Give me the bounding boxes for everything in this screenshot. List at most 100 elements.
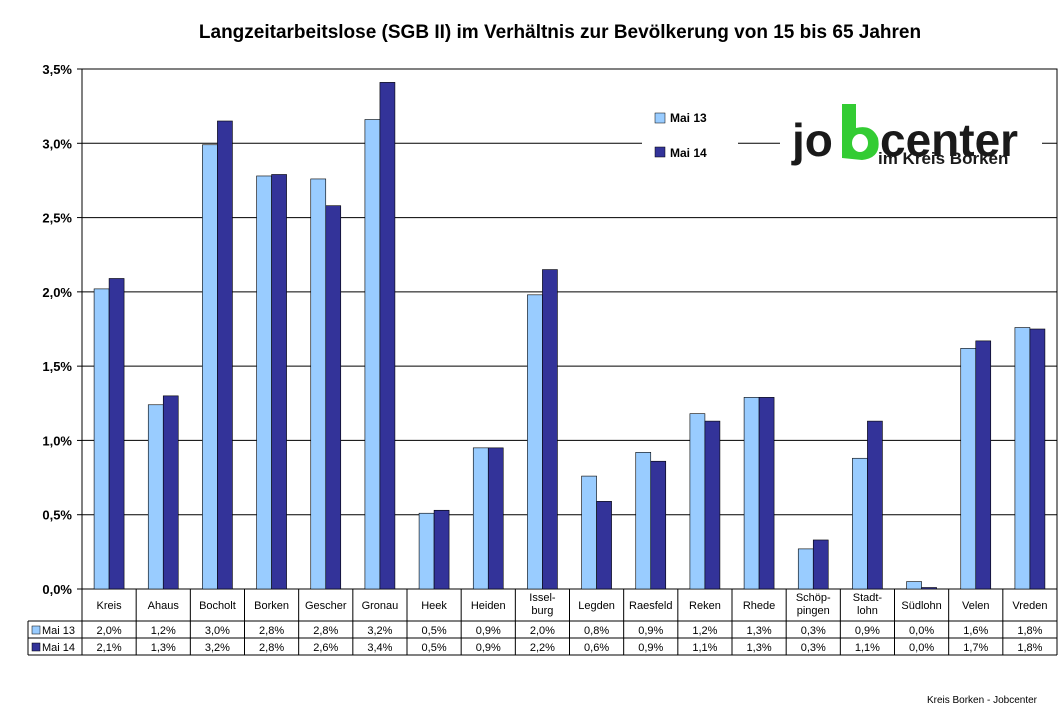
data-label: 1,1% [692, 642, 717, 654]
legend-swatch-mai13 [654, 112, 666, 124]
table-legend-swatch [31, 642, 41, 652]
bar-mai-14 [975, 340, 992, 590]
data-label: 0,0% [909, 642, 934, 654]
x-tick-label: Issel- [529, 592, 556, 604]
data-label: 1,6% [963, 625, 988, 637]
bar-mai-14 [1029, 328, 1046, 590]
data-label: 0,6% [584, 642, 609, 654]
bar-mai-14 [921, 587, 937, 590]
bar-mai-13 [581, 475, 597, 590]
table-series-label: Mai 14 [42, 642, 75, 654]
bar-mai-13 [689, 413, 706, 590]
data-label: 0,9% [638, 642, 663, 654]
bar-mai-14 [325, 205, 342, 590]
data-label: 0,3% [801, 625, 826, 637]
x-tick-label: pingen [797, 605, 830, 617]
bar-mai-13 [310, 178, 327, 590]
data-label: 3,4% [367, 642, 392, 654]
x-tick-label: Ahaus [148, 600, 180, 612]
data-label: 1,2% [151, 625, 176, 637]
x-tick-label: Reken [689, 600, 721, 612]
bar-mai-14 [812, 539, 829, 590]
bar-mai-13 [147, 404, 164, 590]
bar-mai-13 [256, 175, 272, 590]
bar-mai-14 [217, 120, 233, 590]
data-label: 1,7% [963, 642, 988, 654]
data-label: 3,2% [367, 625, 392, 637]
jobcenter-logo: jo center im Kreis Borken [780, 100, 1042, 190]
data-label: 0,8% [584, 625, 609, 637]
bar-mai-14 [596, 501, 612, 590]
x-tick-label: Heiden [471, 600, 506, 612]
bar-mai-14 [487, 447, 504, 590]
chart-title: Langzeitarbeitslose (SGB II) im Verhältn… [199, 22, 921, 43]
x-tick-label: Velen [962, 600, 990, 612]
data-label: 2,8% [259, 625, 284, 637]
x-tick-label: Bocholt [199, 600, 236, 612]
bar-mai-13 [364, 119, 381, 590]
legend-swatch-mai14 [654, 146, 666, 158]
bar-mai-13 [472, 447, 489, 590]
bar-mai-14 [433, 509, 450, 590]
x-tick-label: Gescher [305, 600, 347, 612]
y-axis: 0,0% 0,5% 1,0% 1,5% 2,0% 2,5% 3,0% 3,5% [42, 62, 82, 597]
data-label: 3,0% [205, 625, 230, 637]
x-tick-label: Raesfeld [629, 600, 672, 612]
bar-mai-13 [93, 288, 110, 590]
table-legend-swatch [31, 625, 41, 635]
y-tick-label: 2,0% [42, 285, 72, 300]
x-tick-label: lohn [857, 605, 878, 617]
data-table: Kreis Ahaus Bocholt Borken Gescher Gronau Heek… [27, 589, 1058, 656]
data-label: 2,8% [313, 625, 338, 637]
y-tick-label: 3,5% [42, 62, 72, 77]
x-tick-label: Kreis [97, 600, 123, 612]
bars [93, 82, 1046, 590]
logo-subtitle: im Kreis Borken [878, 149, 1008, 168]
bar-mai-14 [162, 395, 179, 590]
bar-mai-14 [867, 420, 883, 590]
x-tick-label: Schöp- [796, 592, 831, 604]
bar-mai-13 [743, 397, 760, 590]
data-label: 1,1% [855, 642, 880, 654]
bar-mai-14 [271, 174, 287, 590]
data-label: 0,5% [422, 642, 447, 654]
data-label: 1,2% [692, 625, 717, 637]
data-label: 2,1% [97, 642, 122, 654]
logo-b-icon [842, 104, 879, 160]
bar-mai-14 [542, 269, 558, 590]
bar-mai-13 [202, 144, 218, 590]
bar-mai-13 [797, 548, 814, 590]
bar-mai-14 [758, 397, 775, 590]
y-tick-label: 1,5% [42, 359, 72, 374]
data-label: 0,9% [855, 625, 880, 637]
data-label: 0,9% [476, 625, 501, 637]
data-label: 0,5% [422, 625, 447, 637]
data-label: 2,6% [313, 642, 338, 654]
logo-background [780, 100, 1042, 190]
x-tick-label: Legden [578, 600, 615, 612]
bar-mai-13 [906, 581, 922, 590]
bar-mai-13 [418, 512, 435, 590]
bar-mai-14 [108, 278, 125, 590]
data-label: 1,3% [151, 642, 176, 654]
data-label: 2,2% [530, 642, 555, 654]
x-tick-label: Südlohn [901, 600, 941, 612]
y-tick-label: 0,5% [42, 508, 72, 523]
data-label: 1,3% [747, 625, 772, 637]
x-tick-label: Rhede [743, 600, 775, 612]
data-label: 0,3% [801, 642, 826, 654]
logo-text-left: jo [791, 114, 833, 166]
y-tick-label: 3,0% [42, 136, 72, 151]
x-tick-label: Borken [254, 600, 289, 612]
footer-credit: Kreis Borken - Jobcenter [927, 695, 1038, 706]
bar-mai-13 [635, 452, 652, 590]
x-tick-label: Stadt- [853, 592, 883, 604]
x-tick-label: Gronau [362, 600, 399, 612]
bar-mai-14 [704, 420, 721, 590]
legend: Mai 13 Mai 14 [642, 103, 738, 171]
data-label: 0,0% [909, 625, 934, 637]
data-label: 0,9% [638, 625, 663, 637]
bar-mai-13 [960, 348, 977, 590]
x-tick-label: burg [531, 605, 553, 617]
